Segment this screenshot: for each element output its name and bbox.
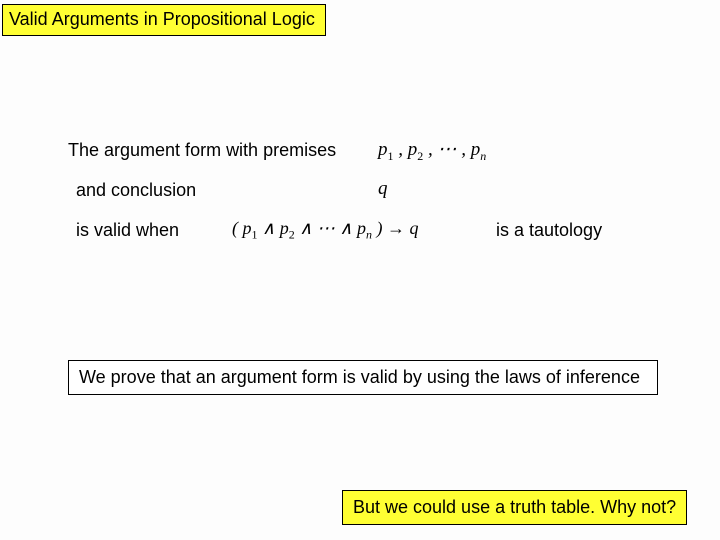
conclusion-label: and conclusion — [76, 180, 196, 201]
premises-label: The argument form with premises — [68, 140, 336, 161]
proof-method-box: We prove that an argument form is valid … — [68, 360, 658, 395]
valid-when-label: is valid when — [76, 220, 179, 241]
tautology-label: is a tautology — [496, 220, 602, 241]
tautology-math: ( p1 ∧ p2 ∧ ⋯ ∧ pn ) → q — [232, 218, 419, 243]
page-title: Valid Arguments in Propositional Logic — [2, 4, 326, 36]
truth-table-question-box: But we could use a truth table. Why not? — [342, 490, 687, 525]
conclusion-math: q — [378, 178, 388, 200]
premises-math: p1 , p2 , ⋯ , pn — [378, 138, 486, 164]
